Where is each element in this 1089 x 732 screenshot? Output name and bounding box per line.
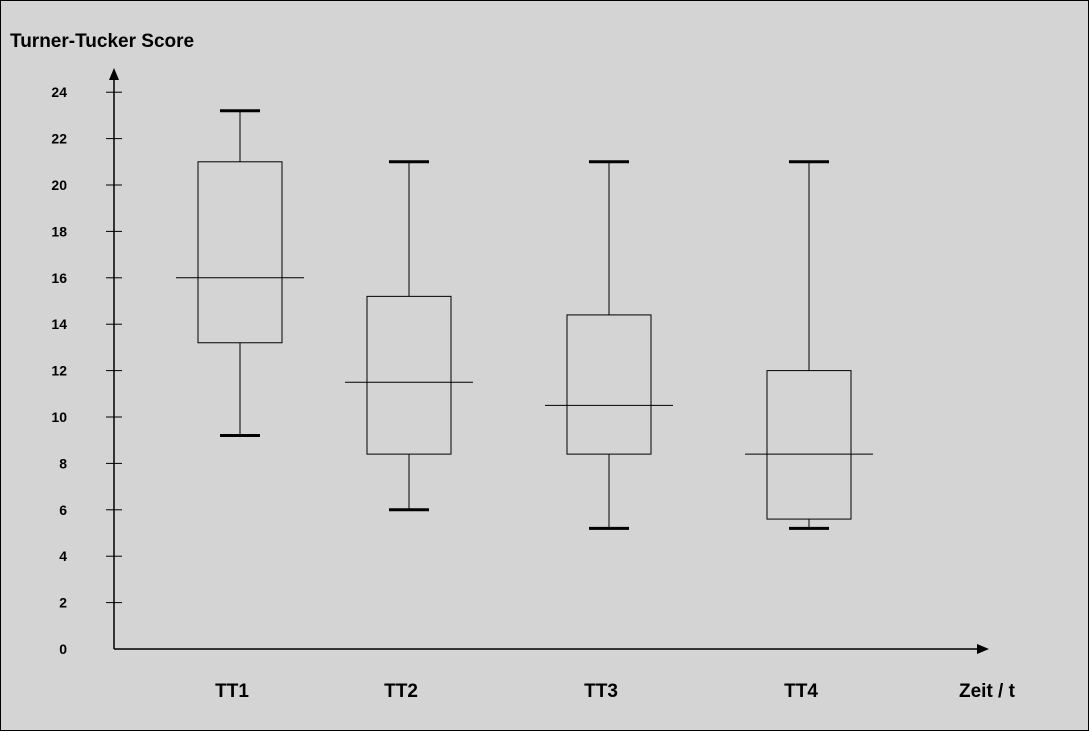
iqr-box [566, 314, 652, 455]
x-axis-arrow [977, 644, 989, 654]
y-tick-label: 18 [51, 223, 67, 239]
iqr-box [197, 161, 283, 344]
box-tt1 [176, 109, 304, 438]
y-tick-label: 10 [51, 409, 67, 425]
y-tick-label: 22 [51, 131, 67, 147]
y-tick-label: 14 [51, 316, 67, 332]
y-tick-label: 6 [59, 502, 67, 518]
y-tick-label: 8 [59, 455, 67, 471]
x-axis-label: Zeit / t [959, 681, 1016, 702]
y-tick-label: 24 [51, 84, 67, 100]
box-tt3 [545, 160, 673, 530]
y-tick-label: 16 [51, 270, 67, 286]
y-tick-label: 2 [59, 595, 67, 611]
x-category-label: TT2 [384, 681, 418, 702]
x-category-label: TT1 [215, 681, 249, 702]
y-tick-label: 20 [51, 177, 67, 193]
box-tt2 [345, 160, 473, 512]
box-tt4 [745, 160, 873, 530]
y-tick-label: 12 [51, 363, 67, 379]
y-tick-label: 4 [59, 548, 67, 564]
chart-title: Turner-Tucker Score [10, 31, 194, 52]
iqr-box [366, 295, 452, 455]
x-category-label: TT3 [584, 681, 618, 702]
x-category-label: TT4 [784, 681, 818, 702]
y-axis-arrow [109, 68, 119, 80]
iqr-box [766, 370, 852, 520]
y-tick-label: 0 [59, 641, 67, 657]
boxes: TT1 TT2 TT3 TT4 [176, 109, 873, 702]
